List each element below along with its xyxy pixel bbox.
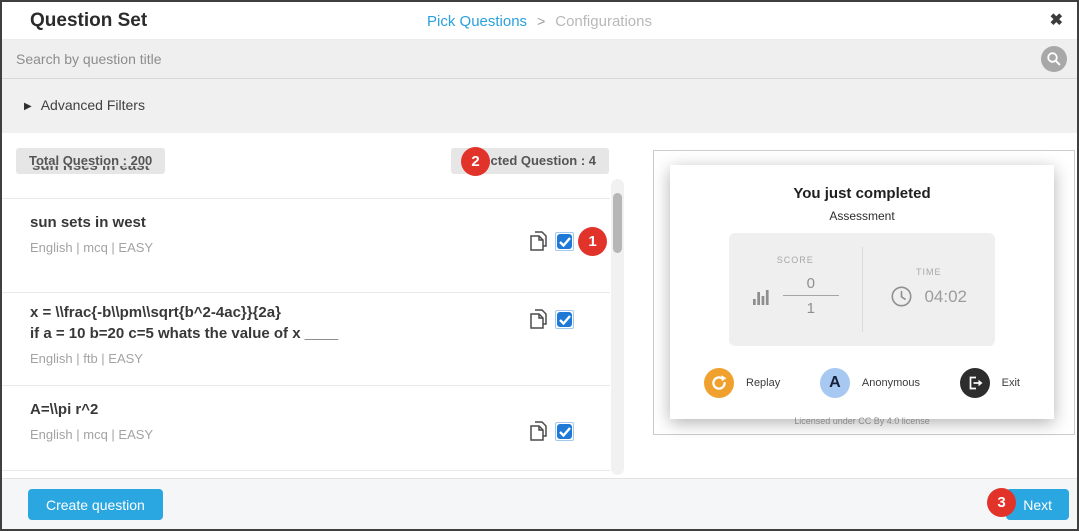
- question-list-item[interactable]: sun sets in west English | mcq | EASY: [2, 199, 610, 293]
- scrollbar-thumb[interactable]: [613, 193, 622, 253]
- advanced-filters-label: Advanced Filters: [40, 97, 145, 113]
- annotation-badge-3: 3: [987, 488, 1016, 517]
- score-section: SCORE 0 1: [729, 233, 862, 346]
- question-list-item[interactable]: A=\\pi r^2 English | mcq | EASY: [2, 386, 610, 471]
- question-checkbox[interactable]: [555, 421, 574, 441]
- score-denominator: 1: [806, 300, 815, 317]
- question-meta: English | mcq | EASY: [30, 240, 154, 255]
- score-label: SCORE: [776, 255, 814, 265]
- checkbox-fill: [557, 311, 572, 327]
- exit-icon: [959, 368, 990, 398]
- main-area: Total Question : 200 Selected Question :…: [2, 133, 1077, 478]
- annotation-badge-1: 1: [578, 227, 607, 256]
- breadcrumb-pick-questions[interactable]: Pick Questions: [427, 13, 528, 30]
- stats-box: SCORE 0 1: [729, 233, 995, 346]
- question-title-line2: if a = 10 b=20 c=5 whats the value of x …: [30, 325, 339, 342]
- question-title: x = \\frac{-b\\pm\\sqrt{b^2-4ac}}{2a}: [30, 304, 281, 321]
- chevron-right-icon: >: [537, 13, 546, 29]
- stats-divider: [861, 247, 863, 332]
- advanced-filters-row: ▶ Advanced Filters: [2, 79, 1077, 133]
- scrollbar-track[interactable]: [611, 179, 624, 475]
- copy-icon[interactable]: [528, 230, 548, 252]
- question-meta: English | mcq | EASY: [30, 427, 154, 442]
- exit-button[interactable]: Exit: [959, 368, 1020, 398]
- clipped-question-title: sun rises in east: [32, 166, 222, 175]
- search-input[interactable]: Search by question title: [16, 51, 162, 67]
- replay-button[interactable]: Replay: [704, 368, 780, 398]
- advanced-filters-toggle[interactable]: ▶ Advanced Filters: [24, 79, 145, 133]
- checkbox-fill: [557, 423, 572, 439]
- question-list-item[interactable]: x = \\frac{-b\\pm\\sqrt{b^2-4ac}}{2a} if…: [2, 293, 610, 386]
- clock-icon: [891, 286, 912, 307]
- dialog-footer: Create question Next 3: [2, 478, 1077, 529]
- bar-chart-icon: [752, 289, 769, 305]
- fraction-divider: [782, 295, 839, 296]
- replay-label: Replay: [746, 377, 781, 389]
- completion-preview-card: You just completed Assessment SCORE: [670, 165, 1054, 426]
- close-icon[interactable]: ✖: [1049, 12, 1063, 29]
- question-meta: English | ftb | EASY: [30, 351, 143, 366]
- score-numerator: 0: [806, 275, 815, 292]
- anonymous-icon: A: [819, 368, 850, 398]
- checkbox-fill: [557, 233, 572, 249]
- question-title: A=\\pi r^2: [30, 401, 99, 418]
- time-value: 04:02: [924, 286, 968, 306]
- copy-icon[interactable]: [528, 308, 548, 330]
- search-icon: [1047, 52, 1061, 66]
- preview-heading: You just completed: [793, 185, 931, 202]
- anonymous-label: Anonymous: [861, 377, 920, 389]
- page-title: Question Set: [30, 10, 148, 31]
- breadcrumb-configurations[interactable]: Configurations: [555, 13, 652, 30]
- question-title: sun sets in west: [30, 214, 146, 231]
- exit-label: Exit: [1001, 377, 1020, 389]
- replay-icon: [704, 368, 734, 398]
- preview-panel: You just completed Assessment SCORE: [653, 150, 1075, 435]
- expand-arrow-icon: ▶: [24, 101, 32, 112]
- total-question-badge: Total Question : 200: [16, 148, 166, 174]
- annotation-badge-2: 2: [461, 147, 490, 176]
- question-checkbox[interactable]: [555, 309, 574, 329]
- create-question-button[interactable]: Create question: [28, 489, 163, 520]
- score-fraction: 0 1: [782, 275, 839, 317]
- time-section: TIME 04:02: [863, 233, 996, 346]
- next-button[interactable]: Next: [1006, 489, 1069, 520]
- checkbox-checked-icon: [559, 314, 571, 325]
- question-list: sun sets in west English | mcq | EASY: [2, 198, 610, 471]
- checkbox-checked-icon: [559, 236, 571, 247]
- question-checkbox[interactable]: [555, 231, 574, 251]
- copy-icon[interactable]: [528, 420, 548, 442]
- breadcrumb: Pick Questions > Configurations: [427, 2, 652, 41]
- time-label: TIME: [916, 267, 942, 277]
- search-bar[interactable]: Search by question title: [2, 40, 1077, 79]
- license-text: Licensed under CC By 4.0 license: [794, 416, 930, 426]
- preview-actions: Replay A Anonymous: [670, 368, 1054, 398]
- dialog-header: Question Set Pick Questions > Configuratio…: [2, 2, 1077, 40]
- anonymous-button[interactable]: A Anonymous: [819, 368, 920, 398]
- preview-subheading: Assessment: [829, 209, 895, 223]
- search-button[interactable]: [1041, 46, 1067, 72]
- checkbox-checked-icon: [559, 426, 571, 437]
